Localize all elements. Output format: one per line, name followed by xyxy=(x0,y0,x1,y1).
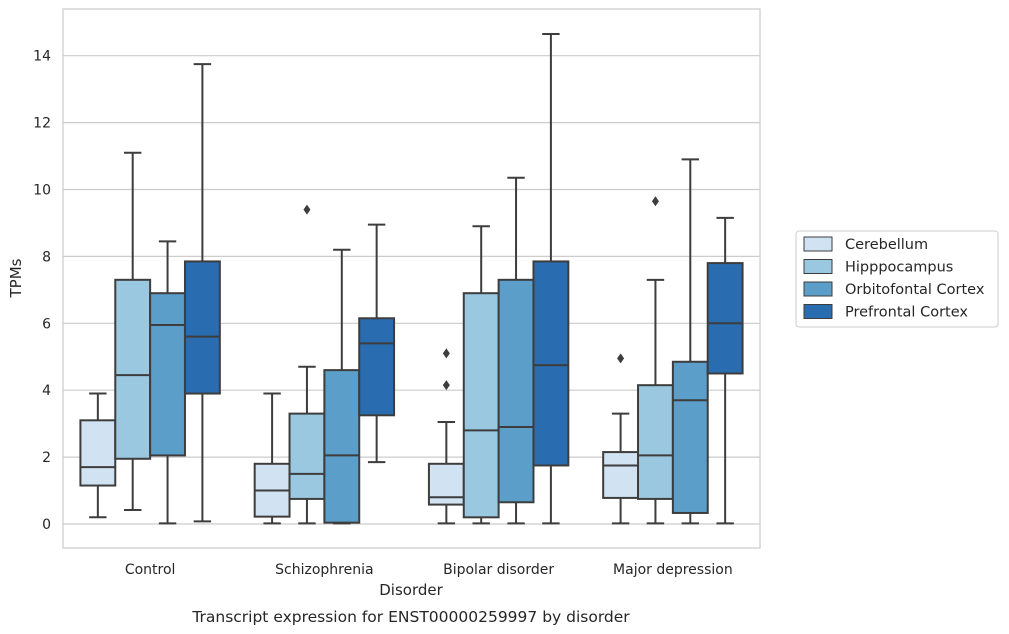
box-body xyxy=(532,260,570,467)
box-body xyxy=(497,278,535,504)
box-body xyxy=(149,292,186,457)
box-hipppocampus xyxy=(637,196,674,525)
box-cerebellum xyxy=(602,353,640,525)
y-tick-labels: 0 2 4 6 8 10 12 14 xyxy=(33,49,51,533)
x-tick-label: Schizophrenia xyxy=(275,562,373,578)
x-tick-label: Control xyxy=(125,562,176,578)
box-hipppocampus xyxy=(114,151,152,511)
box-prefrontal-cortex xyxy=(706,216,744,525)
outlier-point xyxy=(651,196,659,207)
legend-swatch xyxy=(803,281,833,297)
x-tick-label: Major depression xyxy=(613,562,733,578)
legend-label: Prefrontal Cortex xyxy=(845,305,968,321)
outlier-point xyxy=(442,348,450,359)
outlier-point xyxy=(617,353,625,364)
legend: Cerebellum Hipppocampus Orbitofontal Corte… xyxy=(795,230,999,328)
outlier-point xyxy=(303,204,311,215)
x-axis-label: Disorder xyxy=(379,581,443,599)
y-tick-label: 14 xyxy=(33,49,51,65)
box-body xyxy=(358,317,396,417)
box-orbitofontal-cortex xyxy=(671,158,709,525)
box-cerebellum xyxy=(427,348,465,525)
y-tick-label: 2 xyxy=(42,450,51,466)
box-prefrontal-cortex xyxy=(183,63,221,523)
box-prefrontal-cortex xyxy=(358,223,396,464)
legend-swatch xyxy=(803,304,833,319)
legend-swatch xyxy=(803,236,833,252)
box-orbitofontal-cortex xyxy=(149,240,186,525)
legend-swatch xyxy=(803,259,833,274)
y-tick-label: 0 xyxy=(42,517,51,533)
box-body xyxy=(427,462,465,506)
y-tick-label: 4 xyxy=(42,383,51,399)
plot-frame xyxy=(62,8,761,549)
box-orbitofontal-cortex xyxy=(323,248,361,525)
box-cerebellum xyxy=(79,392,117,519)
chart-caption: Transcript expression for ENST0000025999… xyxy=(191,608,630,626)
box-body xyxy=(323,369,361,524)
outlier-point xyxy=(442,380,450,391)
y-tick-label: 10 xyxy=(33,183,51,199)
box-body xyxy=(288,412,326,500)
x-tick-label: Bipolar disorder xyxy=(443,562,554,578)
x-tick-labels: Control Schizophrenia Bipolar disorder Majo… xyxy=(125,562,733,578)
box-body xyxy=(706,262,744,375)
box-body xyxy=(183,260,221,395)
y-tick-label: 12 xyxy=(33,116,51,132)
box-body xyxy=(602,451,640,499)
box-body xyxy=(671,360,709,514)
box-body xyxy=(79,419,117,487)
box-hipppocampus xyxy=(288,204,326,525)
y-tick-label: 6 xyxy=(42,316,51,332)
box-plot-series xyxy=(79,32,744,525)
box-body xyxy=(637,384,674,500)
box-cerebellum xyxy=(253,392,291,525)
box-orbitofontal-cortex xyxy=(497,176,535,525)
legend-label: Hipppocampus xyxy=(845,260,953,276)
box-prefrontal-cortex xyxy=(532,32,570,525)
box-body xyxy=(114,278,152,460)
legend-label: Orbitofontal Cortex xyxy=(845,282,985,298)
legend-label: Cerebellum xyxy=(845,237,928,253)
legend-frame xyxy=(795,230,999,328)
box-hipppocampus xyxy=(462,225,500,525)
box-body xyxy=(462,292,500,519)
y-axis-label: TPMs xyxy=(7,258,25,298)
y-tick-label: 8 xyxy=(42,249,51,265)
